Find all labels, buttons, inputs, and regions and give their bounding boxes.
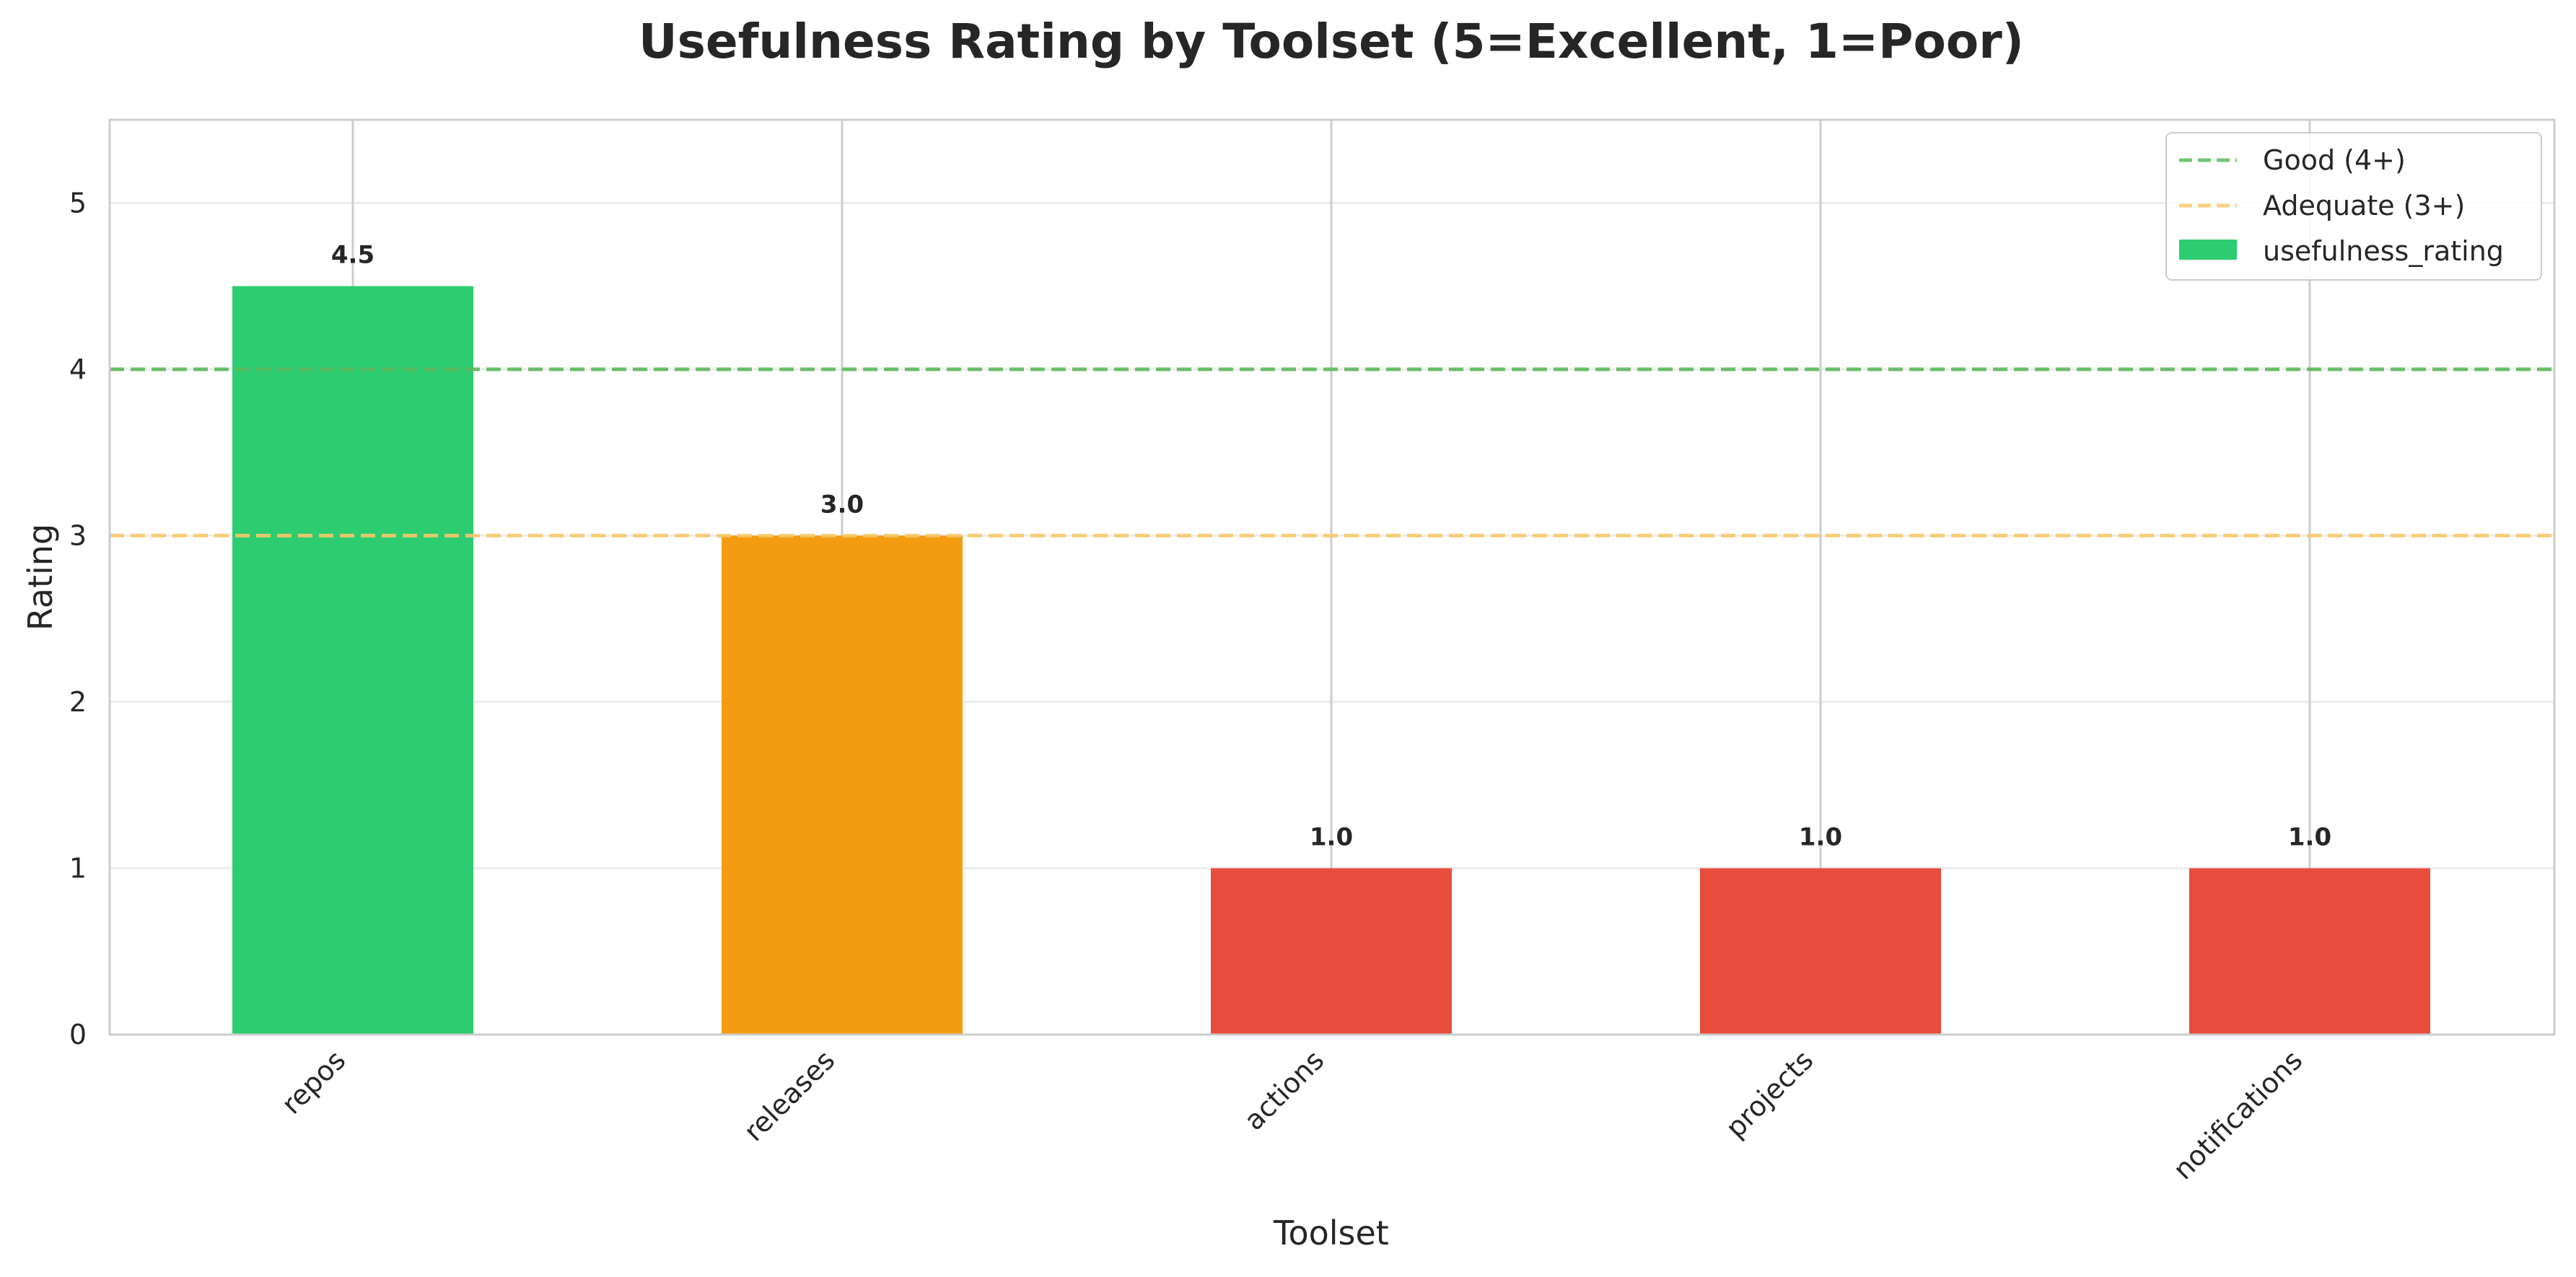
y-tick-label: 4	[69, 354, 87, 385]
data-label: 4.5	[331, 241, 374, 270]
x-tick-label: actions	[1238, 1044, 1331, 1136]
chart-title: Usefulness Rating by Toolset (5=Excellen…	[639, 14, 2024, 69]
data-label: 1.0	[2288, 822, 2331, 851]
y-tick-label: 0	[69, 1019, 87, 1050]
data-label: 3.0	[820, 490, 864, 519]
bar	[2189, 868, 2430, 1035]
plot-frame	[108, 118, 2556, 1036]
x-tick-label: repos	[276, 1044, 352, 1120]
bar	[232, 286, 473, 1035]
y-tick-label: 5	[69, 187, 87, 219]
y-axis-ticks: 0 1 2 3 4 5	[69, 187, 87, 1050]
bar	[1211, 868, 1452, 1035]
x-axis-ticks: repos releases actions projects notification…	[276, 1044, 2309, 1185]
data-label: 1.0	[1310, 822, 1353, 851]
bar	[722, 535, 963, 1035]
bar	[1700, 868, 1941, 1035]
reference-lines-layer	[110, 367, 2554, 537]
x-tick-label: releases	[737, 1044, 841, 1147]
legend-box	[2165, 132, 2542, 281]
legend-adequate-label: Adequate (3+)	[2263, 190, 2465, 221]
y-tick-label: 3	[69, 519, 87, 551]
y-tick-label: 2	[69, 686, 87, 718]
x-axis-label: Toolset	[1273, 1214, 1389, 1252]
plot-area	[108, 118, 2556, 1036]
x-tick-label: projects	[1719, 1044, 1819, 1144]
legend: Good (4+) Adequate (3+) usefulness_ratin…	[2165, 132, 2542, 281]
x-tick-label: notifications	[2167, 1044, 2308, 1185]
y-axis-label: Rating	[21, 524, 60, 631]
bars-layer	[232, 286, 2430, 1035]
legend-good-label: Good (4+)	[2263, 144, 2406, 176]
legend-series-label: usefulness_rating	[2263, 235, 2504, 267]
data-labels: 4.5 3.0 1.0 1.0 1.0	[331, 241, 2331, 852]
y-tick-label: 1	[69, 852, 87, 884]
data-label: 1.0	[1799, 822, 1842, 851]
legend-series-swatch	[2179, 240, 2237, 260]
